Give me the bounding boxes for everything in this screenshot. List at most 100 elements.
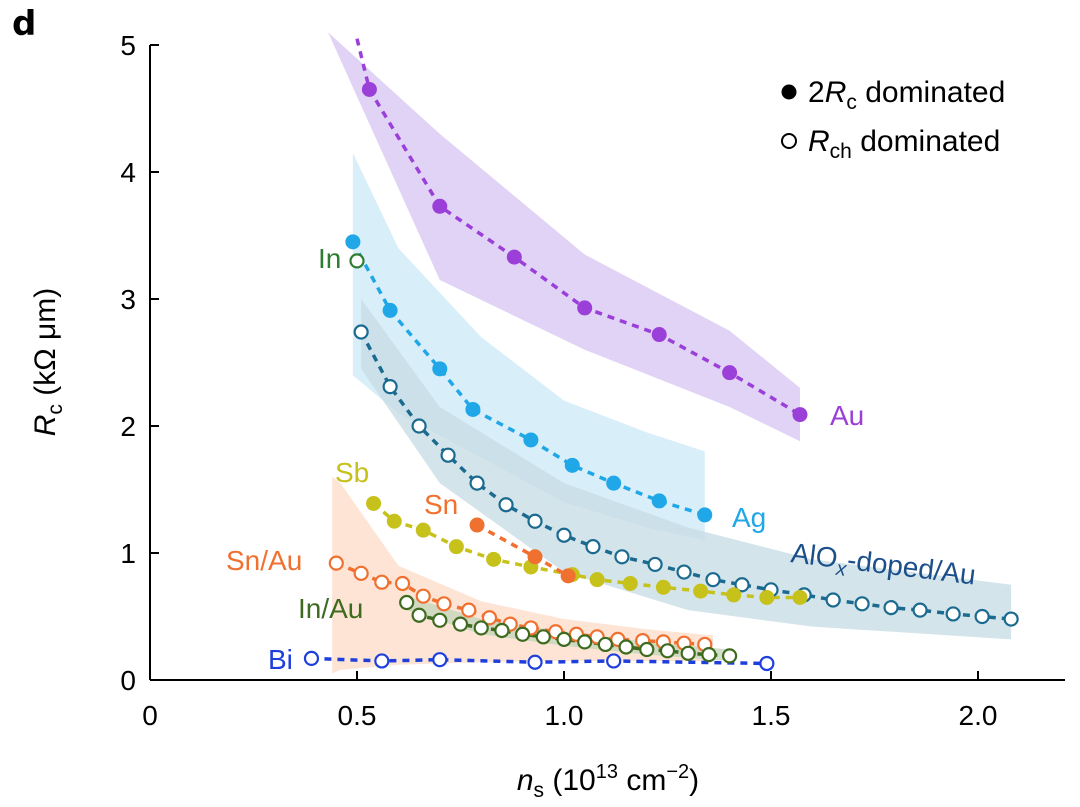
point-alox-doped-au <box>527 513 543 529</box>
point-sn-au <box>328 555 344 571</box>
legend-filled-marker <box>781 84 797 100</box>
y-tick-label: 4 <box>120 157 136 188</box>
point-sb <box>726 587 742 603</box>
point-alox-doped-au <box>585 539 601 555</box>
y-axis-label-main: R <box>29 415 62 437</box>
point-sb <box>693 583 709 599</box>
point-alox-doped-au <box>676 564 692 580</box>
point-au <box>651 327 667 343</box>
point-alox-doped-au <box>556 527 572 543</box>
x-axis-label-close: ) <box>689 764 699 797</box>
point-in-au <box>535 629 551 645</box>
point-sn-au <box>461 602 477 618</box>
point-au <box>506 249 522 265</box>
y-axis-label: Rc (kΩ μm) <box>29 288 67 437</box>
point-ag <box>606 475 622 491</box>
point-in-au <box>721 648 738 664</box>
x-tick-label: 0 <box>142 700 158 731</box>
point-sn-au <box>436 596 452 612</box>
point-in-au <box>473 620 489 636</box>
point-alox-doped-au <box>974 608 990 625</box>
x-axis-label-unit-open: (10 <box>544 764 596 797</box>
point-in-au <box>432 612 448 628</box>
x-tick-label: 1.0 <box>545 700 584 731</box>
point-in-au <box>399 594 415 611</box>
legend-rc-pre: 2 <box>808 76 825 109</box>
point-in-au <box>618 639 634 655</box>
legend-rc-main: R <box>825 76 847 109</box>
point-ag <box>697 507 713 523</box>
point-sb <box>589 572 605 588</box>
y-tick-label: 5 <box>120 30 136 61</box>
y-axis-label-sub: c <box>44 404 67 415</box>
x-tick-label: 2.0 <box>959 700 998 731</box>
point-alox-doped-au <box>945 606 961 622</box>
point-bi <box>527 654 543 670</box>
point-in-au <box>639 641 655 658</box>
x-axis-label-sup: 13 <box>596 761 618 783</box>
legend-item-rch: Rch dominated <box>808 125 1000 163</box>
series-label-sn: Sn <box>424 489 458 520</box>
x-axis-label-sub: s <box>534 779 545 802</box>
y-tick-label: 1 <box>120 538 136 569</box>
point-au <box>577 300 593 316</box>
point-ag <box>651 493 667 509</box>
band-ag <box>352 152 705 541</box>
series-label-au: Au <box>830 400 864 431</box>
series-label-snau: Sn/Au <box>226 545 302 576</box>
point-alox-doped-au <box>1003 611 1019 627</box>
point-au <box>792 407 808 423</box>
point-in-au <box>411 607 427 623</box>
point-sb <box>759 589 775 605</box>
series-label-sb: Sb <box>335 457 369 488</box>
legend-rch-sub: ch <box>830 140 852 163</box>
legend: 2Rc dominated Rch dominated <box>781 76 1005 163</box>
point-alox-doped-au <box>854 596 870 612</box>
data-points <box>303 81 1019 672</box>
point-in <box>349 253 365 269</box>
point-ag <box>523 432 539 448</box>
legend-open-marker <box>781 133 797 149</box>
point-sn <box>560 568 576 584</box>
point-alox-doped-au <box>382 379 398 395</box>
point-in-au <box>597 636 614 653</box>
point-sb <box>792 589 808 605</box>
point-au <box>361 81 377 97</box>
point-alox-doped-au <box>498 497 514 513</box>
axes <box>149 45 1065 681</box>
point-sn-au <box>394 575 411 592</box>
point-alox-doped-au <box>912 602 928 618</box>
point-in-au <box>701 646 717 663</box>
point-alox-doped-au <box>825 592 841 608</box>
point-ag <box>382 302 398 318</box>
legend-rch-main: R <box>808 125 830 158</box>
point-ag <box>465 401 481 417</box>
x-tick-label: 1.5 <box>752 700 791 731</box>
point-sn-au <box>353 565 369 581</box>
y-axis-label-unit: (kΩ μm) <box>29 288 62 404</box>
point-sb <box>415 522 431 538</box>
point-in-au <box>514 626 531 642</box>
point-in-au <box>680 645 696 661</box>
point-sb <box>486 551 502 567</box>
panel-label: d <box>12 4 36 44</box>
point-in-au <box>452 616 469 632</box>
y-tick-label: 2 <box>120 411 136 442</box>
point-bi <box>759 655 775 672</box>
point-alox-doped-au <box>705 572 721 588</box>
point-sn <box>469 517 485 533</box>
series-label-inau: In/Au <box>298 593 363 624</box>
point-sb <box>448 539 464 555</box>
point-alox-doped-au <box>411 418 427 434</box>
point-alox-doped-au <box>734 577 750 593</box>
legend-rc-sub: c <box>846 91 857 114</box>
point-in-au <box>556 631 572 647</box>
point-sb <box>655 579 671 595</box>
point-ag <box>564 457 580 473</box>
legend-rch-post: dominated <box>852 125 1000 158</box>
point-sn <box>527 549 543 565</box>
point-in-au <box>577 634 593 650</box>
legend-item-rc: 2Rc dominated <box>808 76 1005 114</box>
tick-marks: 0 0.5 1.0 1.5 2.0 0 1 2 3 4 5 <box>120 30 997 731</box>
point-alox-doped-au <box>883 600 899 616</box>
